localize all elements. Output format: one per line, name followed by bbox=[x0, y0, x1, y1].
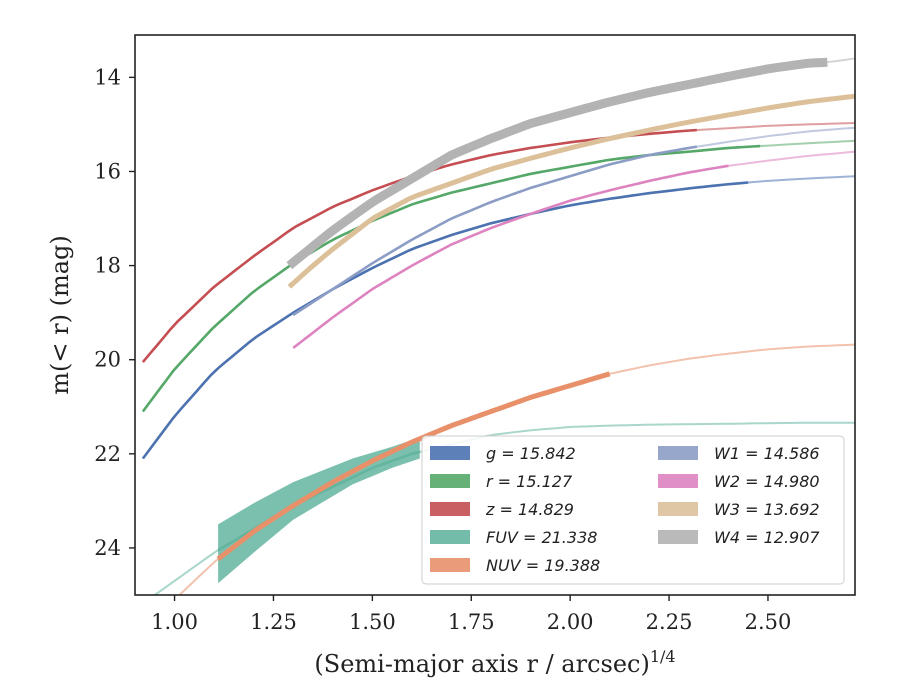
y-tick-label: 24 bbox=[94, 536, 121, 560]
legend-label: W1 = 14.586 bbox=[714, 444, 820, 463]
legend-swatch bbox=[658, 502, 698, 516]
y-axis-label: m(< r) (mag) bbox=[46, 235, 74, 394]
legend-label: W3 = 13.692 bbox=[714, 500, 820, 519]
x-tick-label: 2.00 bbox=[547, 610, 594, 634]
x-axis-label-text: (Semi-major axis r / arcsec) bbox=[314, 650, 649, 678]
series-g-extrapolated-line bbox=[142, 175, 855, 460]
series-layer bbox=[141, 57, 855, 595]
legend-label: W4 = 12.907 bbox=[714, 528, 820, 547]
x-axis-label-superscript: 1/4 bbox=[650, 647, 676, 666]
legend-item: W2 = 14.980 bbox=[658, 472, 820, 491]
legend-box bbox=[421, 435, 845, 585]
series-w2 bbox=[292, 150, 855, 349]
legend-item: z = 14.829 bbox=[430, 500, 574, 519]
x-tick-label: 1.75 bbox=[448, 610, 495, 634]
legend-item: W4 = 12.907 bbox=[658, 528, 820, 547]
legend-swatch bbox=[430, 502, 470, 516]
series-z-extrapolated-line bbox=[142, 122, 855, 363]
plot-frame bbox=[134, 34, 856, 596]
legend-swatch bbox=[658, 474, 698, 488]
y-tick-label: 22 bbox=[94, 442, 121, 466]
legend-item: g = 15.842 bbox=[430, 444, 576, 463]
x-tick-label: 1.25 bbox=[250, 610, 297, 634]
legend-item: FUV = 21.338 bbox=[430, 528, 597, 547]
series-r-measured-line bbox=[141, 144, 761, 413]
series-w3-measured-line bbox=[287, 93, 855, 289]
series-w2-measured-line bbox=[292, 164, 729, 349]
legend-label: W2 = 14.980 bbox=[714, 472, 820, 491]
legend-label: z = 14.829 bbox=[485, 500, 574, 519]
y-tick-label: 20 bbox=[94, 348, 121, 372]
series-w1 bbox=[292, 126, 855, 317]
y-tick-label: 16 bbox=[94, 159, 121, 183]
legend-swatch bbox=[430, 558, 470, 572]
series-nuv bbox=[178, 343, 855, 595]
legend-swatch bbox=[430, 474, 470, 488]
x-tick-label: 2.50 bbox=[745, 610, 792, 634]
x-tick-label: 2.25 bbox=[646, 610, 693, 634]
x-axis: 1.00 1.25 1.50 1.75 2.00 2.25 2.50 bbox=[151, 595, 791, 634]
y-axis: 14 16 18 20 22 24 bbox=[94, 65, 135, 560]
series-w4 bbox=[286, 57, 855, 270]
x-tick-label: 1.00 bbox=[151, 610, 198, 634]
y-tick-label: 14 bbox=[94, 65, 121, 89]
x-tick-label: 1.50 bbox=[349, 610, 396, 634]
legend-swatch bbox=[430, 530, 470, 544]
series-fuv-uncertainty-band bbox=[218, 437, 420, 584]
legend-label: g = 15.842 bbox=[486, 444, 576, 463]
legend-swatch bbox=[658, 446, 698, 460]
legend: g = 15.842 r = 15.127 z = 14.829 FUV = 21.3… bbox=[421, 435, 845, 585]
legend-swatch bbox=[430, 446, 470, 460]
series-w3 bbox=[287, 93, 855, 289]
y-tick-label: 18 bbox=[94, 254, 121, 278]
legend-item: r = 15.127 bbox=[430, 472, 573, 491]
legend-item: W3 = 13.692 bbox=[658, 500, 820, 519]
legend-item: W1 = 14.586 bbox=[658, 444, 820, 463]
series-g-measured-line bbox=[141, 181, 749, 460]
series-w4-extrapolated-line bbox=[288, 57, 855, 267]
series-g bbox=[141, 175, 855, 460]
legend-label: FUV = 21.338 bbox=[486, 528, 597, 547]
legend-item: NUV = 19.388 bbox=[430, 556, 600, 575]
series-w4-measured-line bbox=[286, 57, 828, 270]
x-axis-label: (Semi-major axis r / arcsec)1/4 bbox=[314, 647, 675, 678]
legend-swatch bbox=[658, 530, 698, 544]
legend-label: NUV = 19.388 bbox=[486, 556, 600, 575]
series-z bbox=[141, 122, 855, 363]
series-nuv-measured-line bbox=[216, 371, 611, 561]
series-r bbox=[141, 139, 855, 413]
legend-label: r = 15.127 bbox=[486, 472, 573, 491]
series-w1-measured-line bbox=[292, 145, 698, 317]
